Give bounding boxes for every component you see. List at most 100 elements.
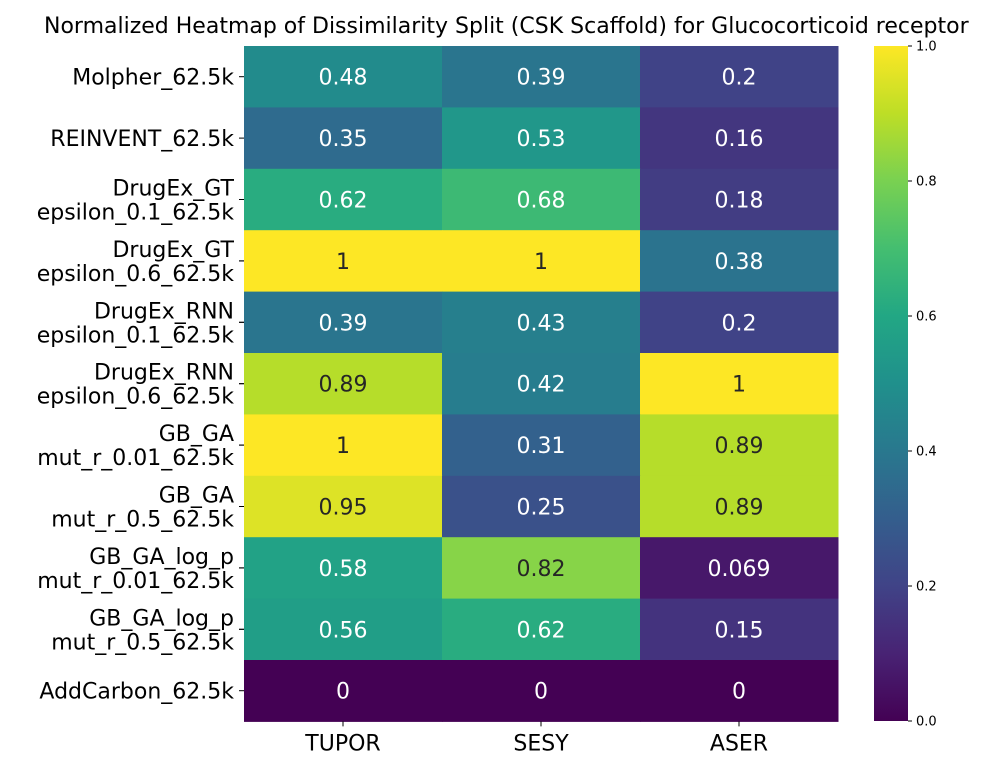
heatmap-cell [244, 168, 443, 231]
heatmap-cell [640, 353, 839, 415]
heatmap-cell [442, 537, 641, 600]
cell-value-label: 0.42 [517, 373, 566, 398]
heatmap-cell [640, 598, 839, 661]
cell-value-label: 0.2 [722, 66, 757, 91]
row-label: mut_r_0.5_62.5k [51, 630, 234, 655]
cell-value-label: 0.39 [517, 66, 566, 91]
row-label: GB_GA_log_p [89, 606, 234, 631]
column-labels: TUPOR SESY ASER [304, 721, 768, 756]
row-label: DrugEx_RNN [94, 299, 234, 324]
row-label: REINVENT_62.5k [50, 127, 234, 152]
row-label: Molpher_62.5k [72, 66, 234, 91]
heatmap-cells: 0.48 0.39 0.2 0.35 0.53 0.16 0.62 0.68 0.18 1 1 0.3… [244, 46, 839, 722]
cell-value-label: 0.18 [715, 189, 764, 214]
cell-value-label: 0.39 [319, 311, 368, 336]
cell-value-label: 0.58 [319, 557, 368, 582]
heatmap-cell [244, 107, 443, 170]
cell-value-label: 0.89 [715, 496, 764, 521]
cell-value-label: 0.48 [319, 66, 368, 91]
cell-value-label: 0.25 [517, 496, 566, 521]
row-label: GB_GA_log_p [89, 545, 234, 570]
heatmap-cell [244, 353, 443, 415]
cell-value-label: 0.43 [517, 311, 566, 336]
heatmap-cell [442, 660, 641, 722]
row-label: epsilon_0.6_62.5k [37, 262, 235, 287]
cell-value-label: 0.89 [715, 434, 764, 459]
heatmap-cell [244, 291, 443, 354]
heatmap-cell [640, 475, 839, 538]
colorbar-tick-label: 0.6 [916, 310, 937, 325]
row-label: AddCarbon_62.5k [39, 680, 234, 705]
cell-value-label: 0.31 [517, 434, 566, 459]
row-label: epsilon_0.1_62.5k [37, 323, 235, 348]
heatmap-cell [640, 46, 839, 108]
colorbar: 0.0 0.2 0.4 0.6 0.8 1.0 [874, 40, 937, 730]
cell-value-label: 0.62 [517, 618, 566, 643]
heatmap-cell [442, 46, 641, 108]
cell-value-label: 0.16 [715, 127, 764, 152]
cell-value-label: 0.069 [708, 557, 771, 582]
chart-title: Normalized Heatmap of Dissimilarity Spli… [44, 14, 970, 39]
heatmap-cell [244, 475, 443, 538]
cell-value-label: 0 [534, 680, 548, 705]
cell-value-label: 0.68 [517, 189, 566, 214]
heatmap-cell [640, 537, 839, 600]
cell-value-label: 0.82 [517, 557, 566, 582]
cell-value-label: 0.89 [319, 373, 368, 398]
heatmap-cell [640, 230, 839, 293]
heatmap-cell [442, 107, 641, 170]
cell-value-label: 0.38 [715, 250, 764, 275]
heatmap-cell [442, 291, 641, 354]
cell-value-label: 0 [732, 680, 746, 705]
heatmap-cell [244, 537, 443, 600]
colorbar-tick-label: 0.0 [916, 715, 937, 730]
cell-value-label: 1 [732, 373, 746, 398]
row-label: mut_r_0.5_62.5k [51, 508, 234, 533]
heatmap-cell [442, 414, 641, 477]
cell-value-label: 0.62 [319, 189, 368, 214]
heatmap-cell [244, 414, 443, 477]
cell-value-label: 0.53 [517, 127, 566, 152]
heatmap-cell [244, 598, 443, 661]
colorbar-gradient [874, 46, 908, 721]
cell-value-label: 1 [336, 250, 350, 275]
heatmap-cell [442, 598, 641, 661]
column-label: SESY [513, 731, 569, 756]
heatmap-cell [244, 46, 443, 108]
heatmap-cell [442, 475, 641, 538]
heatmap-cell [244, 230, 443, 293]
row-label: epsilon_0.1_62.5k [37, 201, 235, 226]
cell-value-label: 0.35 [319, 127, 368, 152]
row-label: DrugEx_RNN [94, 361, 234, 386]
cell-value-label: 0.95 [319, 496, 368, 521]
colorbar-tick-label: 1.0 [916, 40, 937, 55]
cell-value-label: 0 [336, 680, 350, 705]
row-label: DrugEx_GT [112, 177, 234, 202]
heatmap-cell [244, 660, 443, 722]
cell-value-label: 0.56 [319, 618, 368, 643]
colorbar-tick-label: 0.8 [916, 175, 937, 190]
column-label: ASER [710, 731, 768, 756]
heatmap-cell [640, 660, 839, 722]
colorbar-tick-label: 0.4 [916, 445, 937, 460]
heatmap-cell [640, 107, 839, 170]
heatmap-cell [640, 414, 839, 477]
heatmap-cell [640, 168, 839, 231]
column-label: TUPOR [304, 731, 380, 756]
row-label: epsilon_0.6_62.5k [37, 385, 235, 410]
cell-value-label: 1 [336, 434, 350, 459]
row-label: GB_GA [159, 484, 234, 509]
row-label: GB_GA [159, 422, 234, 447]
row-labels: Molpher_62.5kREINVENT_62.5kDrugEx_GTepsi… [37, 66, 244, 705]
cell-value-label: 0.2 [722, 311, 757, 336]
cell-value-label: 1 [534, 250, 548, 275]
colorbar-tick-label: 0.2 [916, 580, 937, 595]
row-label: mut_r_0.01_62.5k [37, 446, 234, 471]
cell-value-label: 0.15 [715, 618, 764, 643]
heatmap-cell [442, 168, 641, 231]
heatmap-cell [442, 230, 641, 293]
heatmap-cell [640, 291, 839, 354]
row-label: DrugEx_GT [112, 238, 234, 263]
row-label: mut_r_0.01_62.5k [37, 569, 234, 594]
